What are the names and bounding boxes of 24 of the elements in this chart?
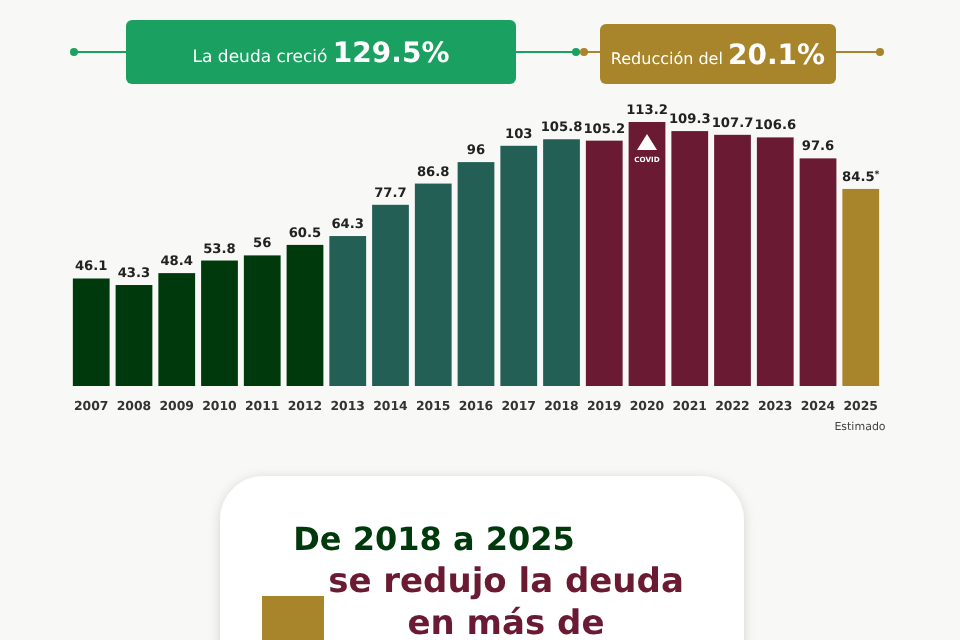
bar: [628, 122, 666, 386]
bar: [500, 145, 538, 386]
bar: [585, 140, 623, 386]
bar: [543, 139, 580, 386]
bar: [756, 137, 794, 386]
bar: [799, 158, 837, 386]
text: Reducción del 20.1%: [610, 40, 826, 72]
bar: [201, 260, 238, 386]
bar: [842, 188, 880, 386]
bar: [671, 131, 709, 386]
bar: [372, 204, 409, 386]
bar: [457, 162, 495, 386]
text: en más de: [407, 604, 605, 640]
text: se redujo la deuda: [328, 562, 684, 602]
bar: [414, 183, 452, 386]
bar: [72, 278, 110, 386]
bar: [329, 236, 367, 386]
bar: [714, 134, 751, 386]
text: De 2018 a 2025: [293, 520, 575, 558]
bar: [243, 255, 281, 386]
bar: [115, 285, 153, 386]
bar: [286, 244, 324, 386]
text: La deuda creció 129.5%: [192, 38, 450, 70]
bar: [158, 273, 196, 386]
